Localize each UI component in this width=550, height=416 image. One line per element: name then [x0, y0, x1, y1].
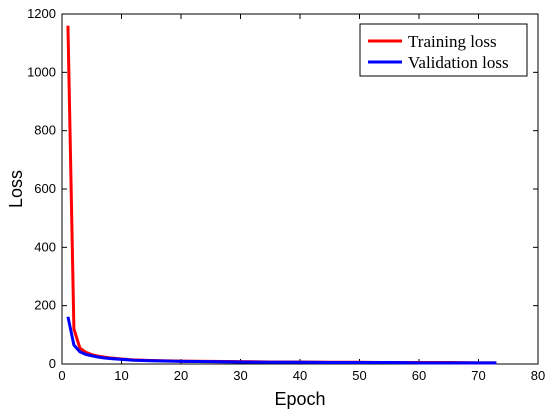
x-axis: 0 10 20 30 40 50 60 70 80: [58, 14, 545, 383]
x-tick-label: 80: [531, 368, 545, 383]
y-axis-label: Loss: [6, 170, 26, 208]
legend-label-validation: Validation loss: [408, 53, 509, 72]
y-tick-label: 800: [34, 123, 56, 138]
legend-label-training: Training loss: [408, 32, 497, 51]
x-tick-label: 50: [352, 368, 366, 383]
x-tick-label: 40: [293, 368, 307, 383]
x-tick-label: 10: [114, 368, 128, 383]
legend-box: [359, 23, 528, 77]
series-lines: [66, 25, 497, 365]
x-tick-label: 60: [412, 368, 426, 383]
y-tick-label: 600: [34, 181, 56, 196]
y-tick-label: 400: [34, 239, 56, 254]
y-tick-label: 200: [34, 298, 56, 313]
y-axis: 0 200 400 600 800 1000 1200: [27, 6, 538, 371]
x-tick-label: 20: [174, 368, 188, 383]
x-axis-label: Epoch: [274, 389, 325, 409]
validation-loss-line: [66, 316, 497, 365]
y-tick-label: 0: [49, 356, 56, 371]
x-tick-label: 70: [471, 368, 485, 383]
y-tick-label: 1000: [27, 64, 56, 79]
x-tick-label: 0: [58, 368, 65, 383]
x-tick-label: 30: [233, 368, 247, 383]
legend: Training loss Validation loss: [359, 23, 528, 77]
y-tick-label: 1200: [27, 6, 56, 21]
